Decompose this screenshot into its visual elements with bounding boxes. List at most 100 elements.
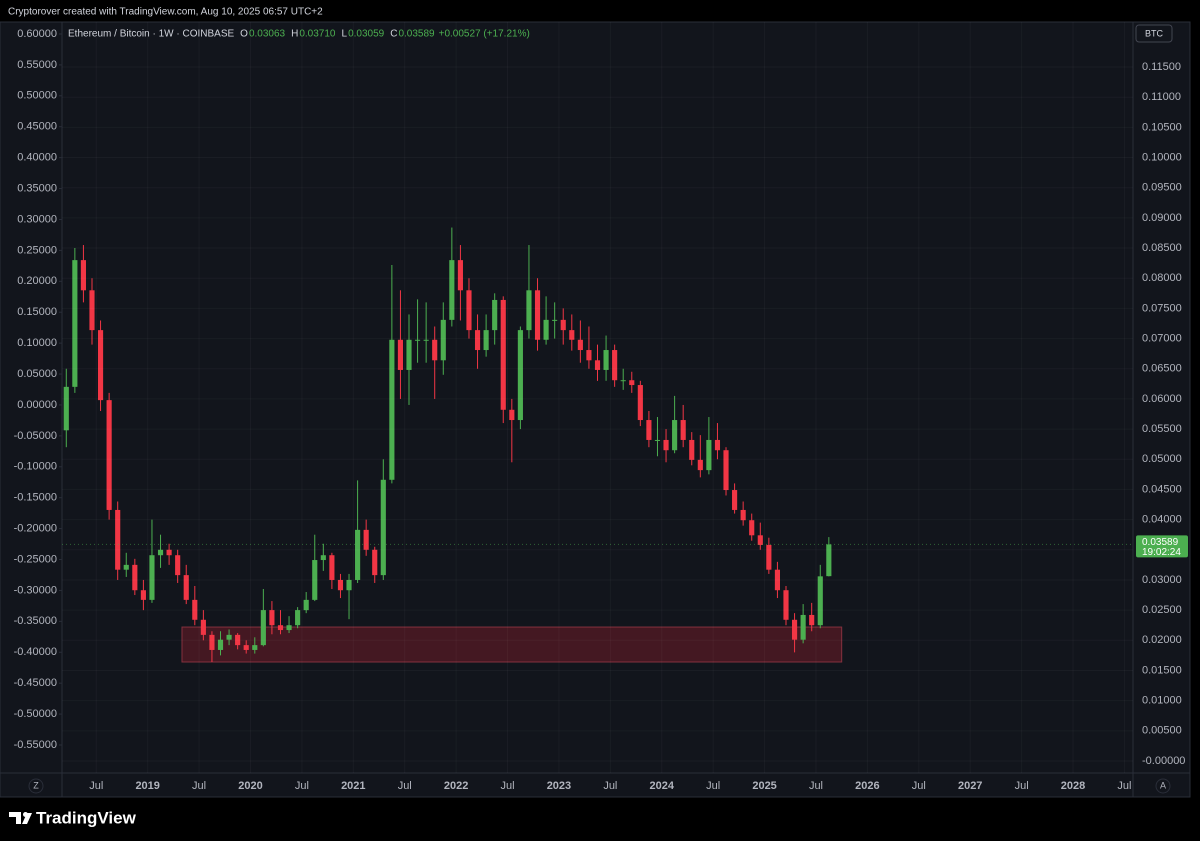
candle-body: [192, 599, 198, 620]
candle-body: [72, 260, 78, 387]
candle-body: [757, 535, 763, 545]
y-tick-label: 0.45000: [17, 121, 57, 133]
candle-body: [612, 350, 618, 381]
candle-body: [346, 579, 352, 591]
legend-value: 0.03710: [299, 29, 336, 40]
candle-body: [474, 330, 481, 351]
x-tick-label: Jul: [89, 780, 103, 792]
legend-value: 0.03589: [398, 29, 435, 40]
x-tick-label: Jul: [603, 780, 617, 792]
y2-tick-label: 0.08000: [1142, 272, 1182, 284]
candle-body: [406, 339, 412, 370]
candle-body: [183, 575, 189, 600]
y2-tick-label: 0.01500: [1142, 664, 1182, 676]
logo-shape: [9, 812, 21, 824]
candle-body: [706, 439, 712, 471]
countdown-label: 19:02:24: [1142, 547, 1181, 558]
candle-body: [226, 634, 232, 640]
y2-tick-label: 0.07500: [1142, 302, 1182, 314]
y-tick-label: 0.40000: [17, 152, 57, 164]
x-tick-label: Jul: [398, 780, 412, 792]
x-tick-label: 2027: [958, 780, 982, 792]
legend-key: C: [390, 29, 397, 40]
candle-body: [817, 576, 823, 626]
candle-body: [586, 350, 592, 361]
candle-body: [243, 645, 249, 650]
candle-body: [697, 459, 703, 471]
y2-tick-label: 0.00500: [1142, 725, 1182, 737]
candle-body: [654, 439, 661, 441]
x-tick-label: Jul: [809, 780, 823, 792]
candle-body: [252, 645, 258, 650]
last-price-label: 0.03589: [1142, 537, 1179, 548]
y-tick-label: 0.15000: [17, 306, 57, 318]
y-tick-label: 0.00000: [17, 399, 57, 411]
y-tick-label: -0.10000: [14, 461, 57, 473]
candle-body: [423, 339, 429, 341]
candle-body: [363, 529, 369, 550]
candle-body: [594, 360, 601, 370]
y2-tick-label: 0.10500: [1142, 121, 1182, 133]
x-tick-label: Jul: [192, 780, 206, 792]
candle-body: [149, 555, 155, 600]
candle-body: [89, 290, 95, 331]
candle-body: [277, 625, 284, 631]
legend-key: O: [240, 29, 248, 40]
button-circle[interactable]: [1155, 778, 1171, 794]
x-tick-label: 2019: [135, 780, 159, 792]
x-tick-label: 2025: [752, 780, 776, 792]
candle-body: [483, 330, 489, 351]
candle-body: [200, 619, 206, 635]
y-tick-label: 0.10000: [17, 337, 57, 349]
candle-body: [766, 544, 772, 570]
support-zone: [181, 626, 843, 663]
last-price-tag: [1136, 535, 1188, 558]
auto-button-right[interactable]: A: [1160, 780, 1166, 790]
candle-body: [115, 509, 121, 570]
candle-body: [140, 590, 146, 600]
candle-body: [569, 330, 575, 340]
y-tick-label: 0.25000: [17, 244, 57, 256]
x-tick-label: Jul: [912, 780, 926, 792]
candle-body: [123, 564, 129, 570]
y2-tick-label: 0.11500: [1142, 61, 1181, 73]
candle-body: [449, 260, 455, 320]
y2-tick-label: 0.05500: [1142, 423, 1182, 435]
candle-body: [646, 420, 652, 440]
candle-body: [577, 339, 583, 351]
x-tick-label: Jul: [706, 780, 720, 792]
x-tick-label: 2023: [547, 780, 571, 792]
unit-box: [1135, 24, 1173, 43]
y2-tick-label: 0.08500: [1142, 242, 1182, 254]
x-tick-label: 2026: [855, 780, 879, 792]
candle-body: [560, 319, 566, 331]
x-tick-label: Jul: [501, 780, 515, 792]
candle-body: [260, 610, 266, 646]
candle-body: [637, 385, 643, 421]
candle-body: [500, 299, 506, 410]
x-tick-label: 2020: [238, 780, 262, 792]
candle-body: [552, 319, 558, 321]
candle-body: [534, 290, 541, 340]
chart-panel: [0, 21, 1191, 798]
unit-label: BTC: [1145, 28, 1164, 38]
candle-body: [269, 610, 275, 626]
button-circle[interactable]: [28, 778, 44, 794]
y2-tick-label: 0.05000: [1142, 453, 1182, 465]
candle-body: [217, 639, 224, 650]
y-tick-label: 0.35000: [17, 182, 57, 194]
candle-body: [295, 610, 301, 626]
legend-key: L: [342, 29, 348, 40]
candle-body: [63, 386, 69, 431]
candle-body: [432, 339, 438, 361]
legend-value: 0.03059: [348, 29, 385, 40]
y2-tick-label: 0.06500: [1142, 363, 1182, 375]
candle-body: [714, 439, 721, 451]
candle-body: [672, 420, 678, 451]
y-tick-label: -0.40000: [14, 646, 57, 658]
auto-button-left[interactable]: Z: [33, 780, 39, 790]
plot-area: [62, 227, 1133, 663]
candle-body: [329, 555, 335, 580]
y2-tick-label: 0.04500: [1142, 483, 1182, 495]
candle-body: [175, 555, 181, 576]
